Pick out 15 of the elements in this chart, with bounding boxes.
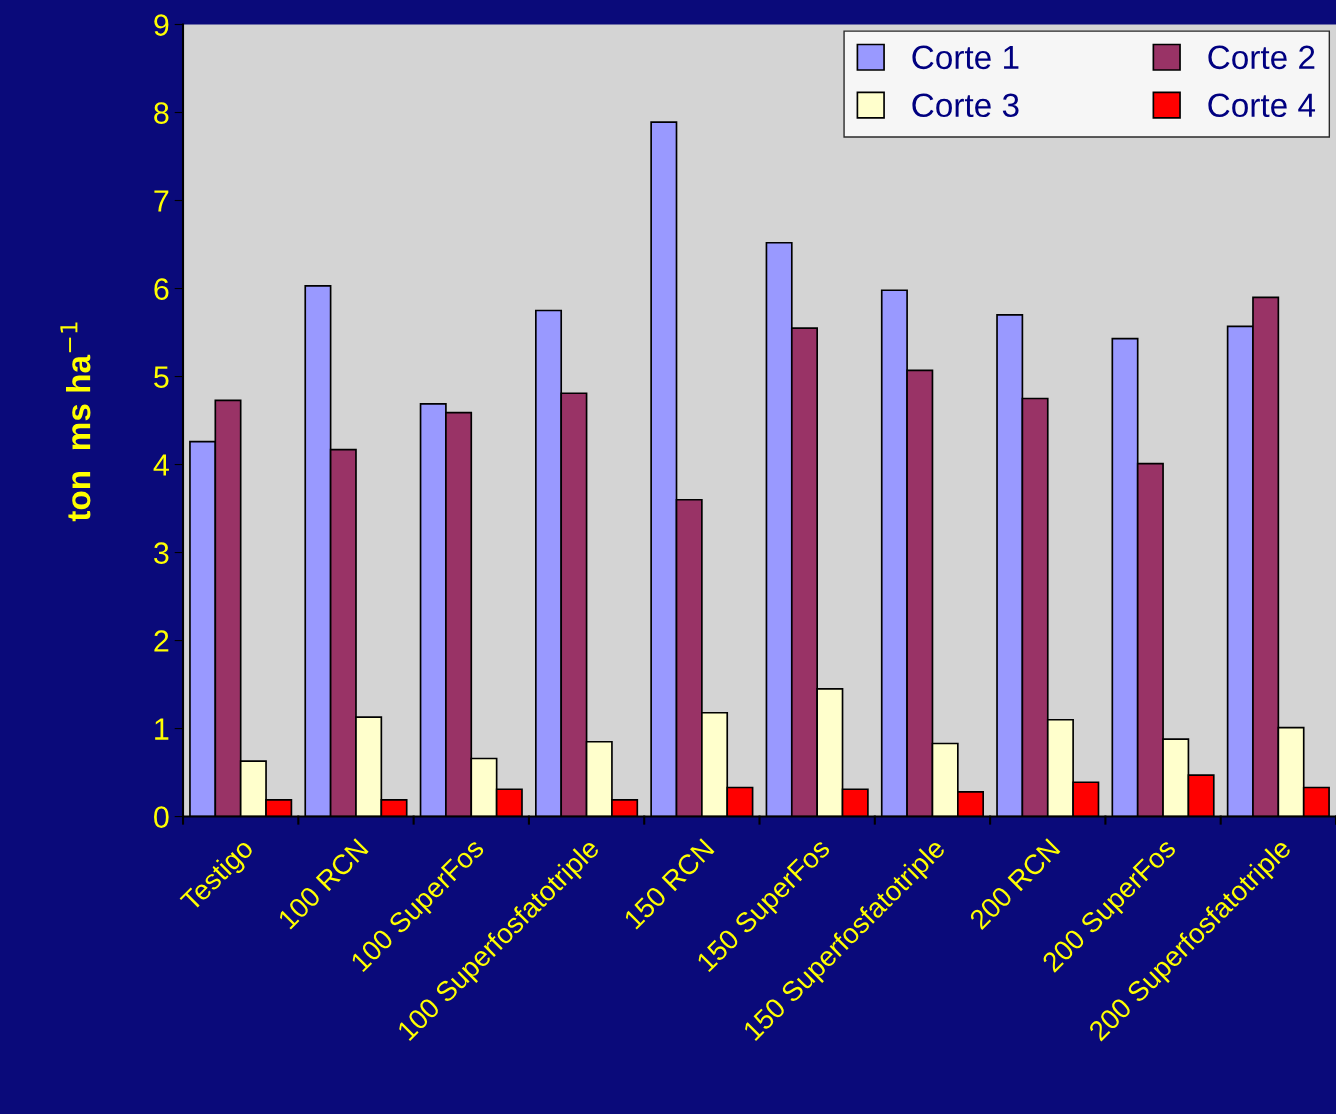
y-tick-label: 1 <box>155 718 169 740</box>
legend-label: Corte 1 <box>912 45 1019 70</box>
y-tick-label: 0 <box>154 806 169 828</box>
y-tick-label: 7 <box>154 190 169 212</box>
y-tick-label: 4 <box>153 454 169 476</box>
y-tick-label: 8 <box>154 102 169 124</box>
legend-label: Corte 3 <box>912 93 1019 118</box>
y-tick-label: 3 <box>154 542 169 564</box>
legend-label: Corte 4 <box>1208 93 1316 118</box>
y-tick-label: 2 <box>154 630 169 652</box>
y-axis-title: ton ms ha$^{−1}$ <box>60 322 91 522</box>
legend-label: Corte 2 <box>1208 45 1315 70</box>
y-tick-label: 6 <box>154 278 169 300</box>
y-tick-label: 9 <box>154 14 169 36</box>
y-tick-label: 5 <box>154 366 169 388</box>
